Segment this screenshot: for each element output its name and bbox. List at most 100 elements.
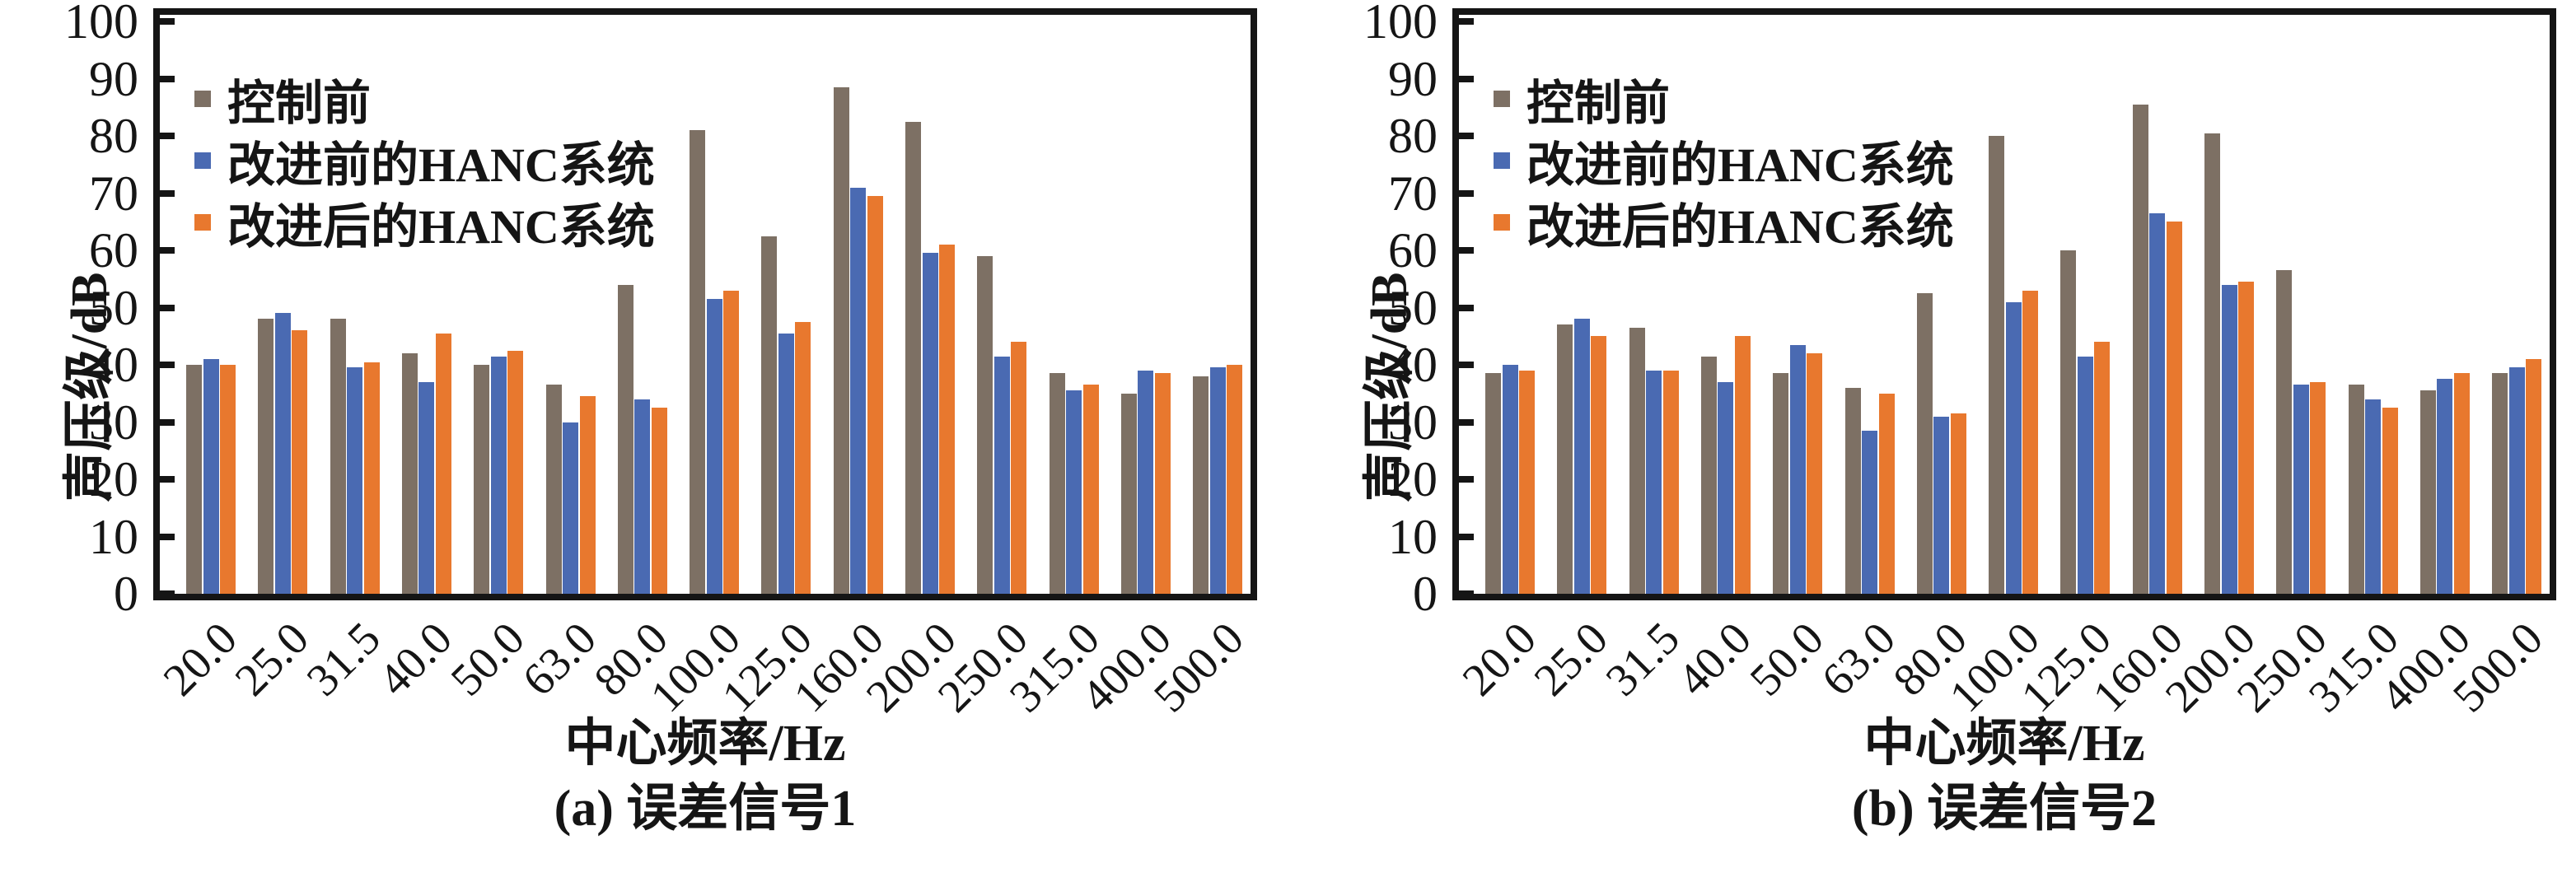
bar-hanc-after-improve-40.0	[1734, 336, 1751, 594]
y-tick-label-40: 40	[1388, 338, 1438, 392]
bar-hanc-after-improve-63.0	[1878, 393, 1895, 594]
y-tick-30	[1456, 418, 1474, 426]
legend-item-before-control: 控制前	[194, 70, 371, 130]
y-tick-label-70: 70	[89, 166, 138, 221]
bar-hanc-before-improve-50.0	[490, 356, 507, 594]
bar-before-control-160.0	[833, 86, 849, 594]
y-tick-100	[157, 18, 175, 25]
bar-hanc-after-improve-400.0	[2453, 373, 2470, 594]
bar-hanc-before-improve-400.0	[2437, 379, 2453, 594]
y-tick-label-70: 70	[1388, 166, 1438, 221]
bar-before-control-125.0	[2060, 250, 2077, 594]
legend-item-hanc-after-improve: 改进后的HANC系统	[194, 194, 655, 254]
y-tick-label-20: 20	[1388, 452, 1438, 506]
y-tick-20	[1456, 476, 1474, 483]
bar-hanc-before-improve-40.0	[1718, 381, 1734, 594]
bar-hanc-before-improve-250.0	[993, 356, 1010, 594]
y-tick-90	[1456, 75, 1474, 82]
y-tick-80	[157, 133, 175, 139]
bar-hanc-after-improve-400.0	[1154, 373, 1171, 594]
bar-before-control-100.0	[690, 130, 706, 594]
legend-label-before-control: 控制前	[1526, 77, 1671, 130]
bar-hanc-before-improve-25.0	[274, 313, 291, 594]
bar-before-control-25.0	[258, 319, 274, 594]
bar-hanc-before-improve-250.0	[2293, 385, 2309, 594]
bar-hanc-after-improve-31.5	[1662, 370, 1679, 594]
bar-before-control-200.0	[905, 121, 921, 594]
bar-hanc-after-improve-20.0	[220, 365, 236, 594]
bar-hanc-before-improve-400.0	[1138, 370, 1154, 594]
bar-hanc-before-improve-20.0	[1502, 365, 1518, 594]
bar-hanc-before-improve-40.0	[418, 381, 435, 594]
bar-hanc-after-improve-80.0	[651, 408, 667, 594]
legend-label-hanc-before-improve: 改进前的HANC系统	[1526, 138, 1954, 192]
x-axis-label: 中心频率/Hz	[564, 716, 846, 772]
chart-caption: (a) 误差信号1	[554, 781, 857, 837]
y-tick-90	[157, 75, 175, 82]
bar-hanc-before-improve-50.0	[1789, 344, 1806, 594]
bar-hanc-before-improve-100.0	[706, 299, 722, 594]
y-tick-label-50: 50	[89, 280, 138, 335]
bar-hanc-before-improve-125.0	[2077, 356, 2093, 594]
y-tick-80	[1456, 133, 1474, 139]
bar-hanc-after-improve-125.0	[2094, 342, 2111, 594]
chart-caption: (b) 误差信号2	[1851, 781, 2158, 837]
bar-hanc-before-improve-160.0	[850, 187, 867, 594]
y-tick-40	[157, 362, 175, 368]
y-tick-label-20: 20	[89, 452, 138, 506]
figure-canvas: 声压级/dB 0 10 20 30 40 50 60 70 80 90 100 20.0 25.0 31.…	[62, 0, 2556, 837]
bar-hanc-before-improve-63.0	[563, 422, 578, 594]
bar-hanc-before-improve-31.5	[347, 367, 363, 594]
bar-before-control-500.0	[1193, 376, 1209, 594]
bar-hanc-after-improve-250.0	[2310, 381, 2326, 594]
bar-hanc-after-improve-63.0	[579, 396, 596, 594]
bar-hanc-after-improve-500.0	[1227, 365, 1243, 594]
bar-before-control-500.0	[2492, 373, 2508, 594]
legend-swatch-hanc-after-improve-icon	[1494, 214, 1510, 231]
bar-hanc-after-improve-200.0	[2238, 282, 2254, 594]
bar-before-control-250.0	[977, 255, 993, 594]
bar-hanc-before-improve-63.0	[1862, 430, 1877, 594]
bar-hanc-after-improve-25.0	[1591, 336, 1607, 594]
y-tick-0	[157, 590, 175, 597]
bar-hanc-after-improve-315.0	[2382, 408, 2398, 594]
bar-before-control-200.0	[2204, 133, 2220, 594]
bar-before-control-160.0	[2132, 104, 2148, 594]
bar-before-control-31.5	[330, 319, 346, 594]
bar-hanc-before-improve-125.0	[778, 333, 794, 594]
bar-before-control-40.0	[1700, 356, 1717, 594]
legend-swatch-before-control-icon	[1494, 91, 1510, 107]
bar-hanc-after-improve-160.0	[867, 195, 883, 594]
y-tick-label-60: 60	[1388, 223, 1438, 278]
bar-hanc-after-improve-50.0	[1807, 353, 1823, 594]
bar-hanc-before-improve-315.0	[1066, 390, 1082, 594]
bar-hanc-before-improve-80.0	[634, 399, 651, 594]
bar-hanc-before-improve-315.0	[2365, 399, 2382, 594]
legend-swatch-before-control-icon	[194, 91, 211, 107]
y-tick-100	[1456, 18, 1474, 25]
legend-label-hanc-before-improve: 改进前的HANC系统	[227, 138, 655, 192]
legend-label-hanc-after-improve: 改进后的HANC系统	[227, 200, 655, 254]
bar-hanc-after-improve-200.0	[939, 245, 955, 594]
y-tick-0	[1456, 590, 1474, 597]
y-tick-50	[1456, 304, 1474, 311]
bar-hanc-before-improve-160.0	[2149, 212, 2166, 594]
bar-hanc-after-improve-250.0	[1011, 342, 1027, 594]
bar-hanc-before-improve-80.0	[1933, 416, 1950, 594]
y-tick-label-10: 10	[1388, 509, 1438, 564]
bar-hanc-after-improve-50.0	[507, 350, 524, 594]
bar-hanc-before-improve-500.0	[1209, 367, 1226, 594]
bar-before-control-250.0	[2276, 270, 2293, 594]
bar-before-control-31.5	[1629, 327, 1645, 594]
legend-label-before-control: 控制前	[227, 77, 372, 130]
y-tick-label-80: 80	[1388, 109, 1438, 163]
legend-swatch-hanc-before-improve-icon	[194, 152, 211, 169]
legend-swatch-hanc-after-improve-icon	[194, 214, 211, 231]
bar-before-control-315.0	[2348, 385, 2364, 594]
bar-before-control-50.0	[1773, 373, 1789, 594]
y-tick-60	[1456, 247, 1474, 254]
bar-hanc-after-improve-315.0	[1082, 385, 1099, 594]
bar-hanc-after-improve-25.0	[292, 330, 308, 594]
y-tick-label-90: 90	[1388, 51, 1438, 106]
y-tick-label-0: 0	[1413, 567, 1438, 621]
